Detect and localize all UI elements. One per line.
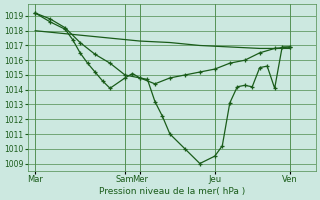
X-axis label: Pression niveau de la mer( hPa ): Pression niveau de la mer( hPa )	[99, 187, 245, 196]
